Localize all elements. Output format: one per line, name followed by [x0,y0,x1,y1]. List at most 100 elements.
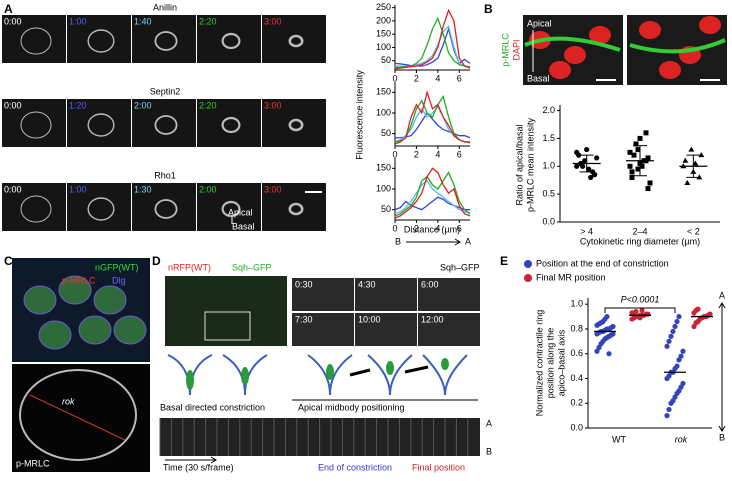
point [627,149,633,155]
y-tick-label: 150 [376,29,391,39]
micrograph [2,99,66,147]
arrow [349,365,429,377]
micrograph [132,15,196,63]
micrograph [418,313,480,346]
panel-label: E [500,254,508,268]
cell-diagram [367,354,413,396]
y-tick-label: 1.5 [542,133,555,143]
legend-marker [524,260,532,268]
micrograph [2,183,66,231]
y-tick-label: 2.0 [542,105,555,115]
arrow [406,238,461,246]
point [637,135,643,141]
cell [78,315,112,345]
point [647,180,653,186]
y-axis-label: p-MRLC mean intensity [525,117,535,212]
micrograph [292,278,354,311]
apical-label: Apical [527,18,552,28]
profile-line [395,111,471,139]
profile-line [395,16,471,68]
x-tick-label: 0 [392,223,397,233]
point [666,338,672,344]
ring [154,115,178,135]
time-label: 1:40 [134,16,152,26]
point [682,157,689,163]
point [588,174,594,181]
axis-end: B [486,446,492,456]
y-tick-label: 150 [376,87,391,97]
cell-diagram [307,354,353,396]
time-label: 6:00 [421,279,439,289]
x-tick-label: 2–4 [632,226,647,236]
x-tick-label: 4 [435,73,440,83]
point [645,155,651,161]
point [668,333,674,339]
event-label: End of constriction [318,462,392,472]
time-label: 1:00 [69,184,87,194]
error-bar [579,154,594,173]
time-label: 3:00 [264,184,282,194]
ring-diagram [186,370,194,390]
arrow [165,456,217,464]
ring-diagram [326,364,334,380]
cell-diagram [422,354,468,396]
y-tick-label: 0.5 [542,189,555,199]
ring [20,27,52,55]
axis-end: A [719,290,725,300]
basal-label: Basal [527,73,550,83]
y-tick-label: 0.6 [570,348,583,358]
x-tick-label: 2 [414,223,419,233]
time-label: 2:20 [199,16,217,26]
ring [288,118,304,132]
micrograph [165,276,287,346]
point [645,186,651,192]
cell [23,285,57,315]
point [580,163,586,169]
y-axis-label: position along the [545,328,555,399]
stain-label: p-MRLC [62,275,96,285]
time-label: 12:00 [421,314,444,324]
point [610,331,616,337]
y-tick-label: 100 [376,183,391,193]
x-tick-label: 2 [414,149,419,159]
ring [20,111,52,139]
cell-diagram [222,354,268,396]
panel-label: A [4,2,13,16]
x-axis-label: Distance (µm) [404,224,460,234]
point [604,313,610,320]
point [631,152,637,158]
time-label: 0:00 [4,184,22,194]
point [698,152,705,158]
point [633,141,639,147]
micrograph [2,15,66,63]
ring [221,116,241,134]
nucleus [659,61,681,79]
micrograph [262,99,326,147]
point [592,172,598,178]
stain-label: DAPI [511,39,521,60]
legend-entry: Position at the end of constriction [536,258,669,268]
cell-diagram [167,354,213,396]
y-tick-label: 200 [376,15,391,25]
cell [38,320,72,350]
y-tick-label: 150 [376,163,391,173]
axis-end: A [465,236,471,246]
bracket [604,307,676,313]
inset-box [204,311,251,341]
nucleus [564,46,586,64]
axis-line [29,394,126,441]
micrograph [67,15,131,63]
ring [154,31,178,51]
legend-marker [524,274,532,282]
x-tick-label: 4 [435,223,440,233]
apical-label: Apical [228,207,253,217]
point [680,348,686,354]
error-bar [686,154,701,178]
y-tick-label: 100 [376,107,391,117]
profile-line [394,171,471,217]
ring [221,32,241,50]
stain-label: Dlg [112,275,126,285]
y-tick-label: 1.0 [542,161,555,171]
point [676,313,682,320]
